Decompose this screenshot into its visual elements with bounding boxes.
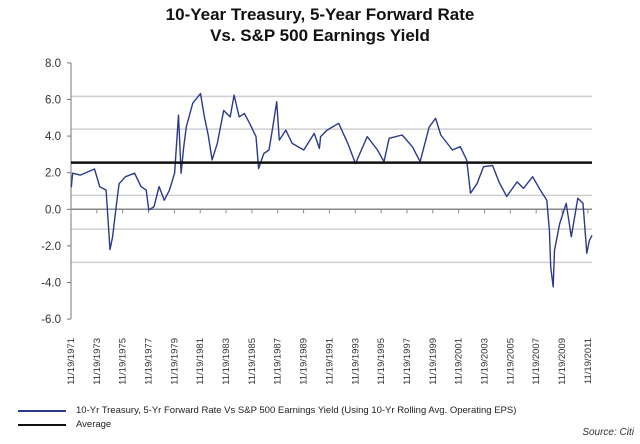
x-tick-label: 11/19/1987	[273, 338, 284, 385]
x-tick-label: 11/19/1981	[195, 338, 206, 385]
x-tick-label: 11/19/1971	[66, 338, 77, 385]
x-tick-label: 11/19/1993	[350, 338, 361, 385]
x-tick-label: 11/19/1991	[324, 338, 335, 385]
y-tick-label: -4.0	[41, 278, 61, 290]
x-tick-label: 11/19/2009	[557, 338, 568, 385]
legend-swatch-black	[18, 423, 66, 426]
x-tick-label: 11/19/2007	[531, 338, 542, 385]
y-tick-label: 2.0	[45, 168, 61, 180]
y-tick-label: 6.0	[45, 95, 61, 107]
x-tick-label: 11/19/1983	[221, 338, 232, 385]
legend-label-series: 10-Yr Treasury, 5-Yr Forward Rate Vs S&P…	[76, 405, 517, 416]
x-tick-label: 11/19/1973	[92, 338, 103, 385]
x-tick-label: 11/19/1975	[118, 338, 129, 385]
x-tick-label: 11/19/1997	[402, 338, 413, 385]
x-tick-label: 11/19/2001	[454, 338, 465, 385]
chart-title: 10-Year Treasury, 5-Year Forward Rate Vs…	[0, 4, 640, 46]
series-line	[70, 92, 593, 288]
legend-swatch-blue	[18, 409, 66, 412]
x-tick-label: 11/19/1989	[299, 338, 310, 385]
y-tick-label: 4.0	[45, 131, 61, 143]
y-tick-label: -6.0	[41, 314, 61, 326]
chart-title-line1: 10-Year Treasury, 5-Year Forward Rate	[165, 5, 475, 24]
x-tick-label: 11/19/2005	[505, 338, 516, 385]
x-tick-label: 11/19/1979	[169, 338, 180, 385]
chart-subtitle: Vs. S&P 500 Earnings Yield	[210, 26, 430, 45]
x-tick-label: 11/19/2003	[479, 338, 490, 385]
source-note: Source: Citi	[582, 427, 634, 438]
y-tick-label: 0.0	[45, 204, 61, 216]
x-tick-label: 11/19/1999	[428, 338, 439, 385]
x-tick-label: 11/19/1977	[144, 338, 155, 385]
legend-item-series: 10-Yr Treasury, 5-Yr Forward Rate Vs S&P…	[18, 405, 516, 416]
y-tick-label: 8.0	[45, 58, 61, 70]
legend-item-average: Average	[18, 419, 111, 430]
x-tick-label: 11/19/1995	[376, 338, 387, 385]
x-tick-label: 11/19/2011	[583, 338, 594, 384]
x-tick-label: 11/19/1985	[247, 338, 258, 385]
y-tick-label: -2.0	[41, 241, 61, 253]
legend-label-average: Average	[76, 419, 112, 430]
